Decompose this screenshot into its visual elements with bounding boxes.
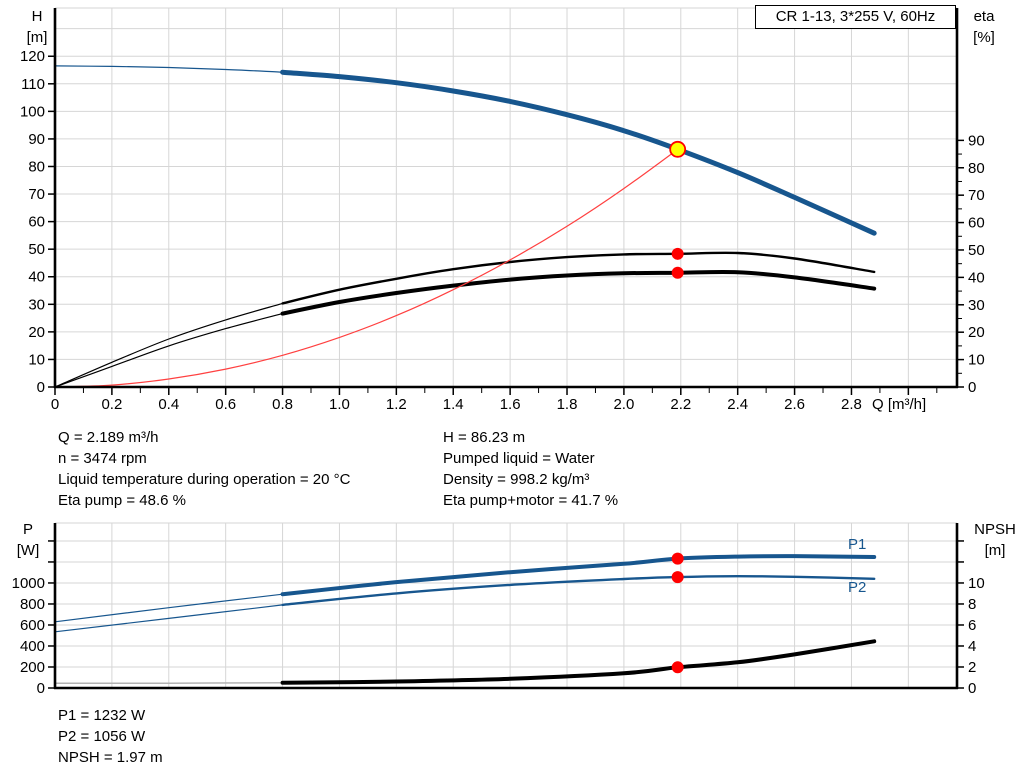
info-p2: P2 = 1056 W <box>58 728 146 745</box>
p1-curve <box>280 554 877 597</box>
power-npsh-left-tick-label: 400 <box>20 638 45 655</box>
info-p1: P1 = 1232 W <box>58 707 146 724</box>
hq-left-tick-label: 70 <box>28 186 45 203</box>
eta-pump-curve <box>281 251 876 305</box>
p1-marker <box>671 552 684 565</box>
hq-x-tick-label: 0 <box>51 396 59 413</box>
p-axis-title: P [W] <box>16 521 40 559</box>
hq-x-tick-label: 1.6 <box>500 396 521 413</box>
hq-right-tick-label: 10 <box>968 352 985 369</box>
system-curve <box>54 148 679 388</box>
hq-chart[interactable]: 0 10 20 30 40 50 60 70 80 90 100 110 120 0 10 20 30 40 50 6… <box>0 0 1024 424</box>
npsh-curve <box>280 639 877 685</box>
power-npsh-right-tick-label: 10 <box>968 575 985 592</box>
npsh-marker <box>671 661 684 674</box>
hq-left-tick-label: 20 <box>28 324 45 341</box>
power-npsh-right-tick-label: 8 <box>968 596 976 613</box>
eta-axis-title: eta [%] <box>973 8 995 46</box>
hq-axes: 0 10 20 30 40 50 60 70 80 90 100 110 120 0 10 20 30 40 50 6… <box>20 8 985 413</box>
info-npsh: NPSH = 1.97 m <box>58 749 163 766</box>
power-npsh-right-tick-label: 2 <box>968 659 976 676</box>
hq-right-tick-label: 20 <box>968 324 985 341</box>
hq-left-tick-label: 0 <box>37 379 45 396</box>
hq-x-tick-label: 0.4 <box>158 396 179 413</box>
hq-left-tick-label: 50 <box>28 241 45 258</box>
power-npsh-right-tick-label: 4 <box>968 638 976 655</box>
power-npsh-left-tick-label: 200 <box>20 659 45 676</box>
info-eta-pump: Eta pump = 48.6 % <box>58 492 186 509</box>
q-axis-label: Q [m³/h] <box>872 396 927 413</box>
hq-left-tick-label: 10 <box>28 351 45 368</box>
hq-x-tick-label: 2.0 <box>613 396 634 413</box>
hq-x-tick-label: 1.2 <box>386 396 407 413</box>
hq-x-tick-label: 1.8 <box>557 396 578 413</box>
duty-info-right: H = 86.23 m Pumped liquid = Water Densit… <box>443 427 618 511</box>
p1-series-label: P1 <box>848 536 867 553</box>
hq-x-tick-label: 2.4 <box>727 396 748 413</box>
power-npsh-chart[interactable]: 0 200 400 600 800 1000 0 2 4 6 8 10 <box>0 515 1024 705</box>
p1-curve-thin <box>54 593 284 623</box>
hq-left-tick-label: 100 <box>20 103 45 120</box>
hq-left-tick-label: 80 <box>28 158 45 175</box>
hq-x-tick-label: 0.8 <box>272 396 293 413</box>
npsh-axis-title: NPSH [m] <box>974 521 1016 559</box>
hq-gridlines <box>55 7 957 387</box>
duty-info-left: Q = 2.189 m³/h n = 3474 rpm Liquid tempe… <box>58 427 350 511</box>
hq-right-tick-label: 50 <box>968 242 985 259</box>
hq-left-tick-label: 30 <box>28 296 45 313</box>
power-npsh-left-tick-label: 1000 <box>12 575 45 592</box>
hq-left-tick-label: 60 <box>28 214 45 231</box>
npsh-curve-thin <box>54 681 284 685</box>
pump-curve <box>280 69 877 236</box>
info-pumped-liquid: Pumped liquid = Water <box>443 450 595 467</box>
hq-right-tick-label: 0 <box>968 379 976 396</box>
hq-right-tick-label: 60 <box>968 215 985 232</box>
eta-pump-curve-thin <box>54 302 284 388</box>
p2-curve-thin <box>54 604 284 633</box>
duty-point-marker[interactable] <box>669 140 687 158</box>
p2-curve <box>281 574 876 607</box>
hq-right-tick-label: 80 <box>968 160 985 177</box>
pump-model-label: CR 1-13, 3*255 V, 60Hz <box>755 5 956 29</box>
hq-left-tick-label: 110 <box>21 76 45 93</box>
power-npsh-left-tick-label: 0 <box>37 680 45 697</box>
eta-pump-motor-curve-thin <box>54 313 284 388</box>
hq-right-tick-label: 30 <box>968 297 985 314</box>
info-h: H = 86.23 m <box>443 429 526 446</box>
eta-pump-motor-marker <box>671 266 684 279</box>
hq-right-tick-label: 90 <box>968 132 985 149</box>
power-npsh-axes: 0 200 400 600 800 1000 0 2 4 6 8 10 <box>12 523 985 697</box>
p2-marker <box>671 571 684 584</box>
info-speed: n = 3474 rpm <box>58 450 147 467</box>
hq-x-tick-label: 1.0 <box>329 396 350 413</box>
eta-pump-motor-curve <box>280 269 877 316</box>
power-npsh-right-tick-label: 6 <box>968 617 976 634</box>
p2-series-label: P2 <box>848 579 867 596</box>
info-q: Q = 2.189 m³/h <box>58 429 159 446</box>
info-density: Density = 998.2 kg/m³ <box>443 471 590 488</box>
pump-curve-thin <box>54 65 284 73</box>
hq-left-tick-label: 90 <box>28 131 45 148</box>
hq-right-tick-label: 40 <box>968 269 985 286</box>
power-npsh-right-tick-label: 0 <box>968 680 976 697</box>
hq-x-tick-label: 2.2 <box>670 396 691 413</box>
info-liquid-temp: Liquid temperature during operation = 20… <box>58 471 351 488</box>
power-npsh-left-tick-label: 600 <box>20 617 45 634</box>
info-eta-pump-motor: Eta pump+motor = 41.7 % <box>443 492 619 509</box>
hq-x-tick-label: 1.4 <box>443 396 464 413</box>
hq-left-tick-label: 120 <box>20 48 45 65</box>
power-npsh-gridlines <box>55 522 957 688</box>
h-axis-title: H [m] <box>26 8 48 46</box>
hq-right-tick-label: 70 <box>968 187 985 204</box>
hq-x-tick-label: 2.8 <box>841 396 862 413</box>
power-info: P1 = 1232 W P2 = 1056 W NPSH = 1.97 m <box>58 705 163 768</box>
hq-left-tick-label: 40 <box>28 269 45 286</box>
eta-pump-marker <box>671 247 684 260</box>
hq-x-tick-label: 2.6 <box>784 396 805 413</box>
hq-x-tick-label: 0.6 <box>215 396 236 413</box>
hq-x-tick-label: 0.2 <box>101 396 122 413</box>
power-npsh-left-tick-label: 800 <box>20 596 45 613</box>
